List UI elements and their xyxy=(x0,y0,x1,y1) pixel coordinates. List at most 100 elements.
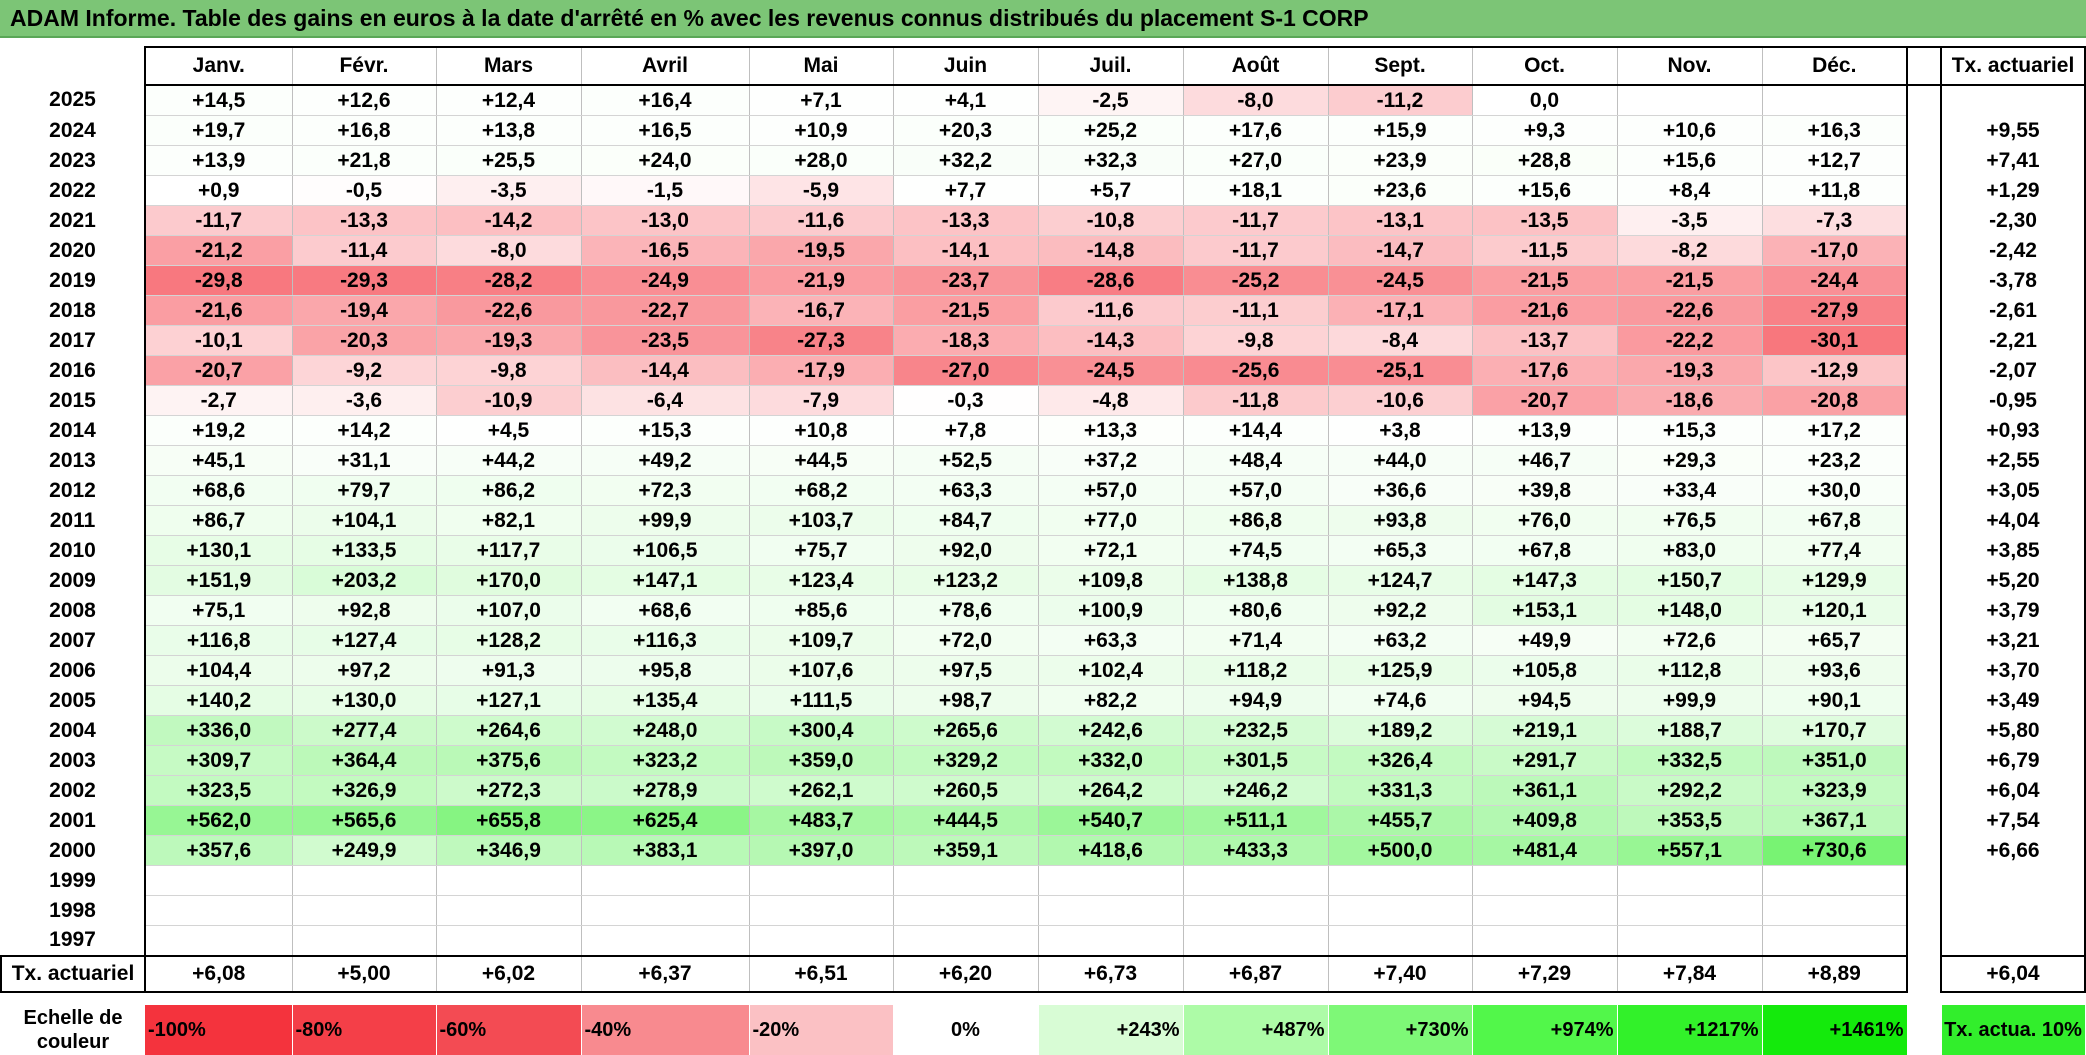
table-cell: -22,2 xyxy=(1616,325,1763,356)
table-cell: +260,5 xyxy=(892,775,1039,806)
column-gap xyxy=(1907,445,1941,476)
table-cell: +331,3 xyxy=(1327,775,1473,806)
table-cell: +129,9 xyxy=(1761,565,1908,596)
table-cell: -2,5 xyxy=(1037,84,1184,116)
table-cell: +109,7 xyxy=(748,625,894,656)
table-cell xyxy=(1616,925,1763,957)
table-cell: +103,7 xyxy=(748,505,894,536)
table-cell xyxy=(291,925,437,957)
row-year: 2000 xyxy=(49,838,96,862)
column-header-9: Sept. xyxy=(1327,46,1473,86)
column-header-tx: Tx. actuariel xyxy=(1940,46,2086,86)
table-row: 2004 +336,0 +277,4 +264,6 +248,0 +300,4 +265,6… xyxy=(1,715,2086,746)
table-cell: +86,8 xyxy=(1182,505,1329,536)
performance-table-wrap: Janv. Févr. Mars Avril Mai Juin Juil. Août Sept.… xyxy=(0,46,2086,1055)
table-cell: +92,2 xyxy=(1327,595,1473,626)
spacer-cell xyxy=(1762,992,1907,1005)
column-header-4: Avril xyxy=(580,46,750,86)
tx-legend-swatch: Tx. actua. 10% xyxy=(1941,1005,2086,1055)
table-cell: -13,1 xyxy=(1327,205,1473,236)
table-cell: +52,5 xyxy=(892,445,1039,476)
table-cell xyxy=(1761,895,1908,926)
row-tx-actuariel: -2,61 xyxy=(1940,295,2086,326)
table-cell: +323,2 xyxy=(580,745,750,776)
table-cell: -16,7 xyxy=(748,295,894,326)
table-cell xyxy=(1471,895,1618,926)
table-cell: +57,0 xyxy=(1182,475,1329,506)
row-year: 2006 xyxy=(49,658,96,682)
table-cell: +117,7 xyxy=(435,535,582,566)
table-cell: -7,3 xyxy=(1761,205,1908,236)
column-header-3: Mars xyxy=(435,46,582,86)
table-cell: +23,9 xyxy=(1327,145,1473,176)
table-cell xyxy=(1327,895,1473,926)
table-cell: +65,3 xyxy=(1327,535,1473,566)
table-cell: +16,5 xyxy=(580,115,750,146)
table-cell: -20,3 xyxy=(291,325,437,356)
row-year: 2018 xyxy=(49,298,96,322)
table-cell: +278,9 xyxy=(580,775,750,806)
table-cell xyxy=(1037,865,1184,896)
table-cell: +511,1 xyxy=(1182,805,1329,836)
table-cell: -30,1 xyxy=(1761,325,1908,356)
column-header-11: Nov. xyxy=(1616,46,1763,86)
table-row: 2003 +309,7 +364,4 +375,6 +323,2 +359,0 +329,2… xyxy=(1,745,2086,776)
table-row: 2015 -2,7 -3,6 -10,9 -6,4 -7,9 -0,3 -4,8 -11,8 -1… xyxy=(1,385,2086,416)
table-cell: -21,5 xyxy=(892,295,1039,326)
table-cell: +120,1 xyxy=(1761,595,1908,626)
row-year: 2005 xyxy=(49,688,96,712)
table-cell: -13,3 xyxy=(291,205,437,236)
column-gap xyxy=(1907,655,1941,686)
table-cell: +309,7 xyxy=(144,745,293,776)
table-cell: +540,7 xyxy=(1037,805,1184,836)
table-cell: -17,1 xyxy=(1327,295,1473,326)
performance-table: Janv. Févr. Mars Avril Mai Juin Juil. Août Sept.… xyxy=(0,46,2086,1055)
table-cell: +383,1 xyxy=(580,835,750,866)
table-cell: +11,8 xyxy=(1761,175,1908,206)
row-tx-actuariel: -2,42 xyxy=(1940,235,2086,266)
table-cell xyxy=(580,895,750,926)
table-cell: -11,7 xyxy=(1182,235,1329,266)
table-cell: +15,9 xyxy=(1327,115,1473,146)
table-cell: -22,6 xyxy=(435,295,582,326)
row-tx-actuariel: +4,04 xyxy=(1940,505,2086,536)
table-cell: -0,3 xyxy=(892,385,1039,416)
row-tx-actuariel: -3,78 xyxy=(1940,265,2086,296)
table-cell: +74,5 xyxy=(1182,535,1329,566)
table-cell: +76,5 xyxy=(1616,505,1763,536)
column-gap xyxy=(1907,355,1941,386)
column-gap xyxy=(1907,895,1941,926)
tx-row-cell: +6,02 xyxy=(435,955,582,993)
table-cell: +94,5 xyxy=(1471,685,1618,716)
table-cell: +67,8 xyxy=(1761,505,1908,536)
table-cell: -8,0 xyxy=(435,235,582,266)
row-year: 1997 xyxy=(49,928,96,952)
table-cell: +444,5 xyxy=(892,805,1039,836)
table-cell: +14,5 xyxy=(144,84,293,116)
table-cell: +16,4 xyxy=(580,84,750,116)
row-year: 2012 xyxy=(49,478,96,502)
table-cell: +86,2 xyxy=(435,475,582,506)
table-cell: +25,5 xyxy=(435,145,582,176)
table-cell: +36,6 xyxy=(1327,475,1473,506)
table-cell xyxy=(1761,925,1908,957)
table-cell: +68,6 xyxy=(580,595,750,626)
table-cell: -21,5 xyxy=(1616,265,1763,296)
table-cell: +246,2 xyxy=(1182,775,1329,806)
row-tx-actuariel: +1,29 xyxy=(1940,175,2086,206)
tx-row-cell: +6,08 xyxy=(144,955,293,993)
table-cell xyxy=(1616,895,1763,926)
table-cell: +93,8 xyxy=(1327,505,1473,536)
spacer-cell xyxy=(581,992,749,1005)
table-cell: +92,8 xyxy=(291,595,437,626)
table-cell: +14,2 xyxy=(291,415,437,446)
column-gap xyxy=(1907,625,1941,656)
table-cell: -22,6 xyxy=(1616,295,1763,326)
table-cell: -29,8 xyxy=(144,265,293,296)
table-cell: -12,9 xyxy=(1761,355,1908,386)
table-cell: -5,9 xyxy=(748,175,894,206)
spacer-cell xyxy=(1038,992,1183,1005)
table-cell: -11,8 xyxy=(1182,385,1329,416)
table-cell: +107,0 xyxy=(435,595,582,626)
column-gap xyxy=(1907,956,1941,992)
